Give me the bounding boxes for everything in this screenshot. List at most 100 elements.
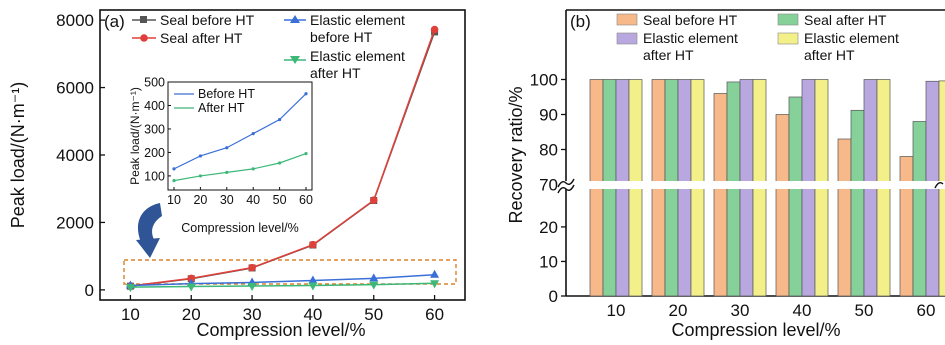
inset-point [278, 117, 282, 122]
chart-b-bar [912, 121, 927, 297]
chart-a-point [430, 25, 439, 34]
chart-a-point [369, 281, 379, 290]
chart-a-y-tick-label: 8000 [56, 11, 94, 30]
chart-b-x-tick-label: 50 [855, 301, 874, 320]
chart-a-x-label: Compression level/% [196, 320, 365, 340]
chart-b-x-tick-label: 20 [669, 301, 688, 320]
inset-x-tick-label: 30 [220, 193, 234, 207]
inset-legend-before-label: Before HT [198, 87, 255, 101]
inset-legend: Before HT After HT [174, 87, 255, 115]
inset-y-tick-label: 500 [144, 76, 165, 90]
chart-a-point [186, 283, 196, 292]
chart-a-legend: Seal before HT Seal after HT Elastic ele… [132, 12, 405, 81]
chart-b-x-label: Compression level/% [671, 320, 840, 340]
chart-b-y-tick-label: 70 [539, 176, 558, 195]
chart-b-y-tick-label: 0 [549, 287, 558, 306]
chart-b-x-tick-label: 30 [731, 301, 750, 320]
legend-b-seal-after-label: Seal after HT [804, 12, 887, 28]
chart-a-series-line [130, 29, 436, 287]
chart-a-y-tick-label: 0 [85, 281, 94, 300]
inset-point [278, 161, 282, 165]
inset-point [172, 167, 176, 171]
chart-a-x-tick-label: 30 [243, 305, 262, 324]
chart-b-bar [850, 109, 865, 297]
chart-a-point [430, 280, 440, 289]
inset-x-tick-label: 40 [246, 193, 260, 207]
chart-a-series-line [130, 273, 435, 287]
chart-a-x-tick-label: 50 [364, 305, 383, 324]
inset-point [225, 146, 229, 150]
chart-b-axis-break [560, 181, 945, 189]
chart-a-panel-label: (a) [104, 12, 125, 31]
legend-a-elastic-after-label-2: after HT [310, 65, 361, 81]
legend-b-seal-after-swatch [777, 13, 799, 26]
inset-x-tick-label: 10 [167, 193, 181, 207]
chart-b-x-tick-label: 10 [607, 301, 626, 320]
chart-b-y-tick-label: 20 [539, 218, 558, 237]
chart-a-y-label: Peak load/(N·m⁻¹) [8, 82, 28, 229]
chart-a-y-tick-label: 2000 [56, 213, 94, 232]
legend-b-seal-before-label: Seal before HT [643, 12, 738, 28]
legend-a-elastic-before-label: Elastic element [310, 12, 405, 28]
inset-point [251, 167, 255, 171]
chart-a-series [125, 25, 440, 293]
chart-b-break-mark-left-2 [557, 184, 575, 194]
legend-a-elastic-before-label-2: before HT [310, 29, 373, 45]
chart-b-bar [775, 114, 790, 297]
chart-b-x-axis: 10 20 30 40 50 60 [607, 301, 936, 320]
chart-b: (b) 0 10 20 70 80 90 100 10 20 30 40 50 60 Compress… [506, 9, 945, 340]
inset-series-line [173, 153, 307, 182]
chart-b-bar [713, 93, 728, 297]
chart-b-y-tick-label: 10 [539, 252, 558, 271]
inset-point [304, 92, 308, 96]
chart-a-point [308, 275, 318, 284]
chart-a-point [247, 283, 257, 292]
inset-point [304, 152, 308, 156]
chart-b-y-tick-label: 90 [539, 106, 558, 125]
chart-a-point [430, 269, 440, 278]
chart-a-point [309, 240, 317, 249]
chart-b-bar [899, 156, 914, 297]
legend-a-seal-after-marker [140, 34, 148, 42]
inset-x-label: Compression level/% [181, 221, 298, 235]
chart-a-x-tick-label: 60 [425, 305, 444, 324]
chart-a-x-tick-label: 10 [121, 305, 140, 324]
legend-a-seal-after-label: Seal after HT [160, 30, 243, 46]
inset-axes: 100 200 300 400 500 10 20 30 40 50 60 [144, 76, 313, 208]
inset-y-tick-label: 200 [144, 146, 165, 160]
legend-a-seal-before-label: Seal before HT [160, 12, 255, 28]
chart-a-point [125, 284, 135, 293]
chart-a-point [308, 282, 318, 291]
chart-b-break-mark-right [934, 181, 944, 189]
chart-a: (a) 0 2000 4000 6000 8000 10 20 30 40 50 60 Compr… [8, 9, 466, 340]
chart-b-y-tick-label: 80 [539, 141, 558, 160]
chart-a-point [248, 263, 256, 272]
legend-b-elastic-after-label: Elastic element [804, 30, 899, 46]
legend-a-elastic-before-marker [290, 15, 300, 23]
inset-y-tick-label: 300 [144, 122, 165, 136]
legend-b-elastic-before-label-2: after HT [643, 47, 694, 63]
chart-b-bars [589, 79, 945, 297]
chart-b-bar [788, 96, 803, 297]
inset-series-line [173, 93, 307, 170]
legend-b-elastic-after-swatch [777, 32, 799, 45]
chart-a-y-tick-label: 6000 [56, 79, 94, 98]
inset-point [172, 179, 176, 183]
inset-frame [167, 81, 313, 191]
legend-a-elastic-after-marker [290, 56, 300, 64]
inset-legend-after-label: After HT [198, 101, 245, 115]
legend-b-elastic-after-label-2: after HT [804, 47, 855, 63]
legend-a-seal-before-marker [140, 16, 147, 23]
chart-a-point [187, 274, 196, 283]
chart-b-legend: Seal before HT Elastic element after HT … [616, 12, 899, 63]
chart-a-point [369, 273, 379, 282]
chart-b-panel-label: (b) [570, 12, 591, 31]
chart-a-x-axis: 10 20 30 40 50 60 [121, 295, 444, 324]
chart-a-y-axis: 0 2000 4000 6000 8000 [56, 11, 105, 300]
chart-b-x-tick-label: 40 [793, 301, 812, 320]
chart-a-inset: 100 200 300 400 500 10 20 30 40 50 60 Compression … [128, 76, 313, 236]
inset-series [172, 92, 308, 183]
chart-b-y-axis: 0 10 20 70 80 90 100 [530, 71, 566, 306]
inset-x-tick-label: 60 [299, 193, 313, 207]
